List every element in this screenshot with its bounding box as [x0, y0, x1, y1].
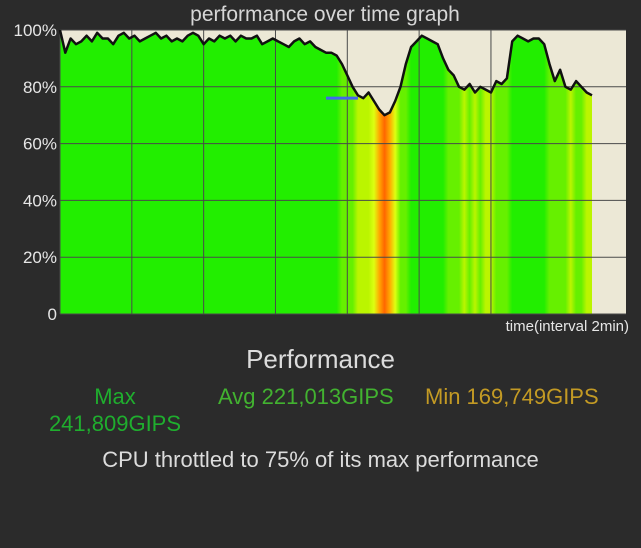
y-tick-label: 20%	[23, 248, 57, 267]
y-tick-label: 0	[48, 305, 57, 324]
max-label: Max	[94, 384, 136, 409]
y-tick-label: 100%	[14, 21, 57, 40]
max-stat: Max 241,809GIPS	[30, 383, 200, 437]
min-stat: Min 169,749GIPS	[425, 384, 599, 409]
performance-area-fill	[60, 30, 593, 314]
avg-stat: Avg 221,013GIPS	[218, 384, 394, 409]
performance-line	[58, 29, 593, 117]
chart-title: performance over time graph	[190, 3, 460, 26]
performance-heading: Performance	[246, 344, 395, 374]
x-axis-label: time(interval 2min)	[505, 318, 629, 335]
performance-chart: 0 20% 40% 60% 80% 100%	[14, 21, 626, 324]
y-tick-label: 40%	[23, 191, 57, 210]
y-tick-label: 60%	[23, 135, 57, 154]
y-tick-label: 80%	[23, 78, 57, 97]
max-value: 241,809GIPS	[48, 411, 182, 436]
throttle-message: CPU throttled to 75% of its max performa…	[102, 447, 539, 472]
